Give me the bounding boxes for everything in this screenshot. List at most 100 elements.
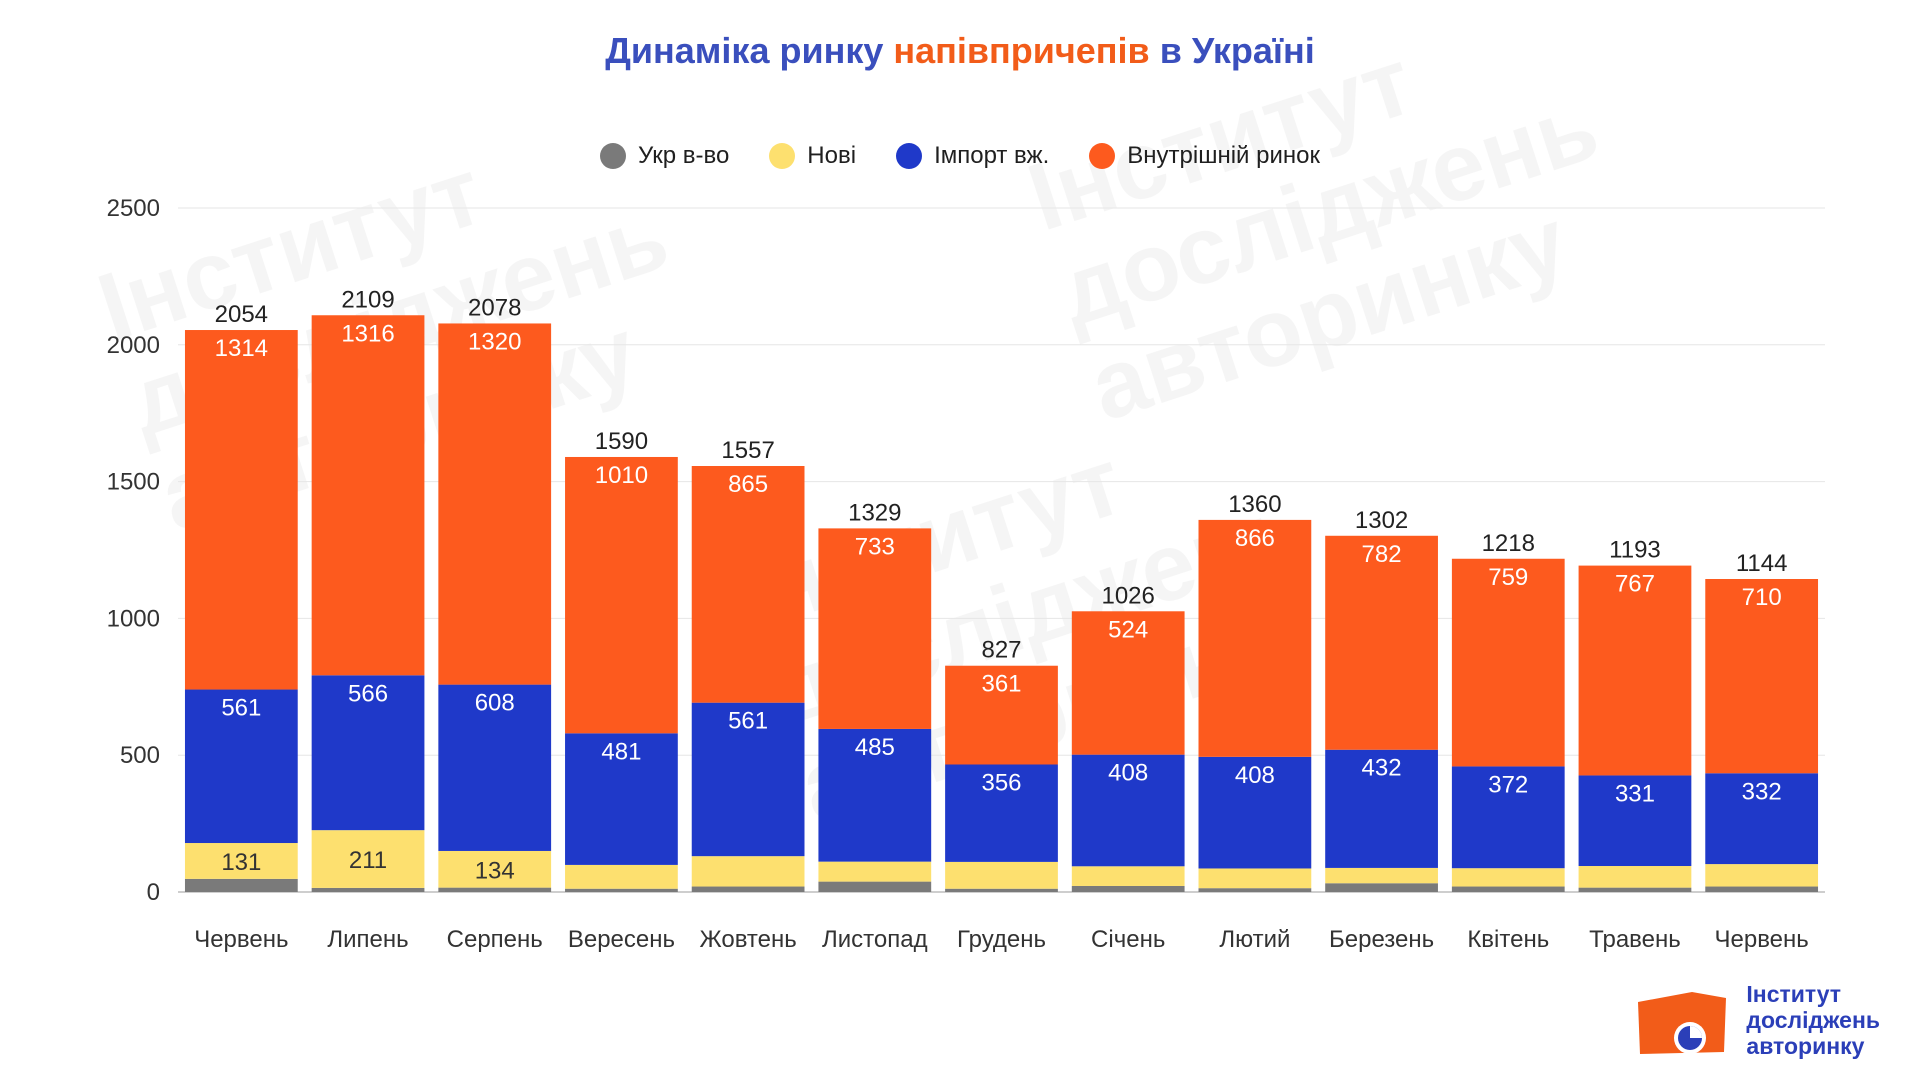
bar-segment — [1578, 565, 1692, 776]
bar-segment — [438, 684, 552, 851]
data-label-domestic: 733 — [855, 533, 895, 560]
legend-label-domestic: Внутрішній ринок — [1127, 142, 1320, 169]
data-label-total: 1329 — [848, 499, 901, 526]
logo-text: Інститут досліджень авторинку — [1746, 981, 1880, 1059]
bar-segment — [818, 861, 932, 882]
data-label-total: 1360 — [1228, 491, 1281, 518]
data-label-total: 2078 — [468, 294, 521, 321]
bar-segment — [691, 466, 805, 703]
legend-label-new: Нові — [807, 142, 857, 169]
logo-line-2: досліджень — [1746, 1007, 1880, 1033]
bar-segment — [1198, 868, 1312, 889]
bar-segment — [1325, 883, 1438, 892]
data-label-import: 408 — [1235, 762, 1275, 789]
data-label-total: 827 — [981, 637, 1021, 664]
legend-label-import: Імпорт вж. — [934, 142, 1050, 169]
bar-segment — [691, 702, 805, 857]
bar-segment — [438, 850, 552, 888]
data-label-import: 561 — [221, 695, 261, 722]
bar-segment — [1578, 866, 1692, 888]
bar-segment — [1578, 775, 1692, 867]
data-label-import: 372 — [1488, 771, 1528, 798]
data-label-domestic: 1010 — [595, 462, 648, 489]
x-tick-label: Жовтень — [699, 926, 796, 953]
bar-segment — [1325, 535, 1438, 750]
data-label-domestic: 865 — [728, 471, 768, 498]
bar-segment — [1071, 885, 1185, 892]
y-tick-label: 2000 — [107, 332, 160, 359]
bar-segment — [1198, 756, 1312, 869]
bar-segment — [1071, 754, 1185, 867]
bar-segment — [1071, 611, 1185, 755]
data-label-total: 1302 — [1355, 507, 1408, 534]
data-label-import: 608 — [475, 690, 515, 717]
data-label-import: 561 — [728, 708, 768, 735]
x-tick-label: Липень — [327, 926, 408, 953]
data-label-domestic: 866 — [1235, 525, 1275, 552]
bar-segment — [184, 878, 298, 892]
data-label-total: 1193 — [1609, 537, 1661, 564]
bar-segment — [184, 843, 298, 879]
x-tick-label: Червень — [194, 926, 288, 953]
bar-segment — [1705, 864, 1819, 887]
data-label-total: 2109 — [341, 286, 394, 313]
x-tick-label: Лютий — [1219, 926, 1290, 953]
title-part-1: Динаміка ринку — [605, 30, 894, 71]
x-tick-label: Квітень — [1467, 926, 1549, 953]
data-label-total: 1218 — [1482, 530, 1535, 557]
bar-segment — [184, 689, 298, 844]
data-label-domestic: 1320 — [468, 328, 521, 355]
bar-segment — [184, 330, 298, 690]
bar-segment — [1451, 868, 1565, 887]
data-label-import: 485 — [855, 734, 895, 761]
bar-segment — [1451, 766, 1565, 869]
bar-segment — [565, 888, 678, 892]
data-label-import: 432 — [1362, 755, 1402, 782]
bar-segment — [1578, 887, 1692, 892]
data-label-domestic: 1316 — [341, 320, 394, 347]
bar-segment — [311, 830, 425, 888]
bar-segment — [565, 456, 678, 734]
x-tick-label: Серпень — [447, 926, 543, 953]
data-label-total: 2054 — [215, 301, 268, 328]
y-tick-label: 500 — [120, 742, 160, 769]
bar-segment — [1705, 773, 1819, 865]
bar-segment — [1451, 886, 1565, 892]
data-label-import: 356 — [981, 770, 1021, 797]
data-label-domestic: 782 — [1362, 541, 1402, 568]
bar-segment — [438, 323, 552, 685]
y-tick-label: 1000 — [107, 605, 160, 632]
bar-segment — [311, 675, 425, 831]
bar-segment — [1198, 888, 1312, 892]
bar-segment — [691, 856, 805, 887]
bar-segment — [1325, 867, 1438, 884]
legend: Укр в-во Нові Імпорт вж. Внутрішній рино… — [0, 142, 1920, 170]
bar-segment — [1198, 519, 1312, 757]
title-part-highlight: напівпричепів — [893, 30, 1150, 71]
institute-logo: Інститут досліджень авторинку — [1632, 980, 1880, 1060]
bar-segment — [945, 888, 1058, 892]
data-label-total: 1590 — [595, 428, 648, 455]
data-label-total: 1144 — [1736, 550, 1788, 577]
bar-segment — [1325, 749, 1438, 868]
data-label-new: 134 — [475, 857, 515, 884]
bar-segment — [945, 665, 1058, 765]
data-label-total: 1026 — [1101, 582, 1154, 609]
legend-swatch-new — [769, 143, 796, 169]
x-tick-label: Червень — [1715, 926, 1809, 953]
bar-segment — [818, 881, 932, 892]
bar-segment — [565, 733, 678, 865]
bar-segment — [311, 315, 425, 676]
bar-segment — [818, 728, 932, 862]
legend-swatch-import — [896, 143, 923, 169]
chart-title: Динаміка ринку напівпричепів в Україні — [0, 30, 1920, 72]
data-label-import: 566 — [348, 680, 388, 707]
legend-swatch-ukr — [600, 143, 627, 169]
x-tick-label: Грудень — [957, 926, 1046, 953]
y-tick-label: 0 — [147, 879, 160, 906]
title-part-3: в Україні — [1149, 30, 1315, 71]
data-label-domestic: 767 — [1615, 571, 1655, 598]
x-tick-label: Січень — [1091, 926, 1165, 953]
